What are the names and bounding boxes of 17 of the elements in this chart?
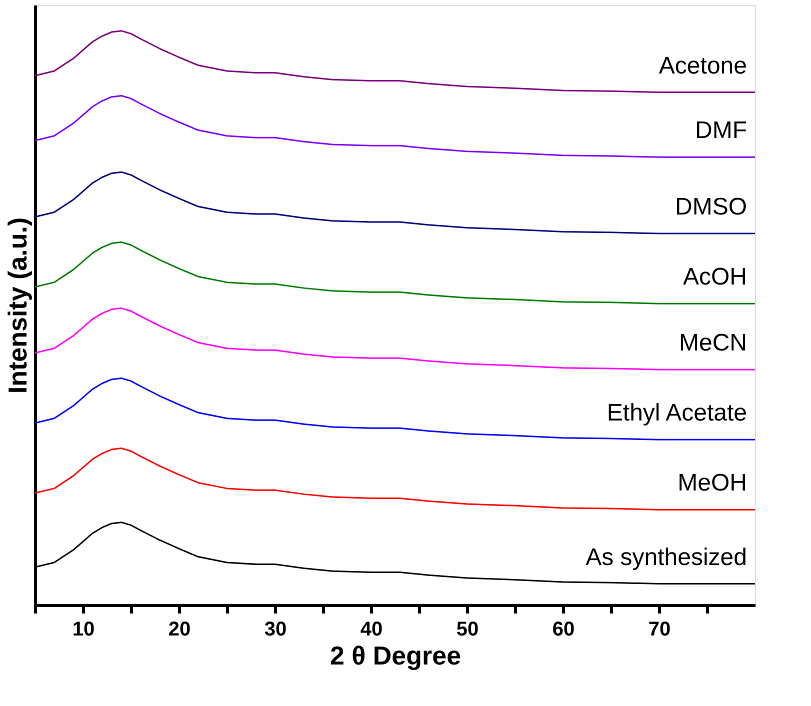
x-tick-label: 70 — [648, 618, 671, 640]
series-label: DMF — [695, 117, 747, 144]
series-label: DMSO — [675, 194, 747, 221]
y-axis-title: Intensity (a.u.) — [2, 217, 32, 394]
x-tick-label: 60 — [552, 618, 575, 640]
x-tick-label: 40 — [360, 618, 383, 640]
x-tick-label: 50 — [456, 618, 479, 640]
x-tick-label: 30 — [264, 618, 287, 640]
series-label: AcOH — [682, 264, 747, 291]
series-label: Acetone — [658, 52, 747, 80]
x-tick-label: 20 — [168, 618, 191, 640]
x-tick-label: 10 — [72, 618, 95, 640]
series-label: MeOH — [678, 470, 747, 497]
x-axis-title: 2 θ Degree — [330, 640, 462, 670]
series-label: As synthesized — [586, 544, 747, 571]
series-label: MeCN — [678, 330, 747, 357]
series-label: Ethyl Acetate — [606, 400, 747, 427]
